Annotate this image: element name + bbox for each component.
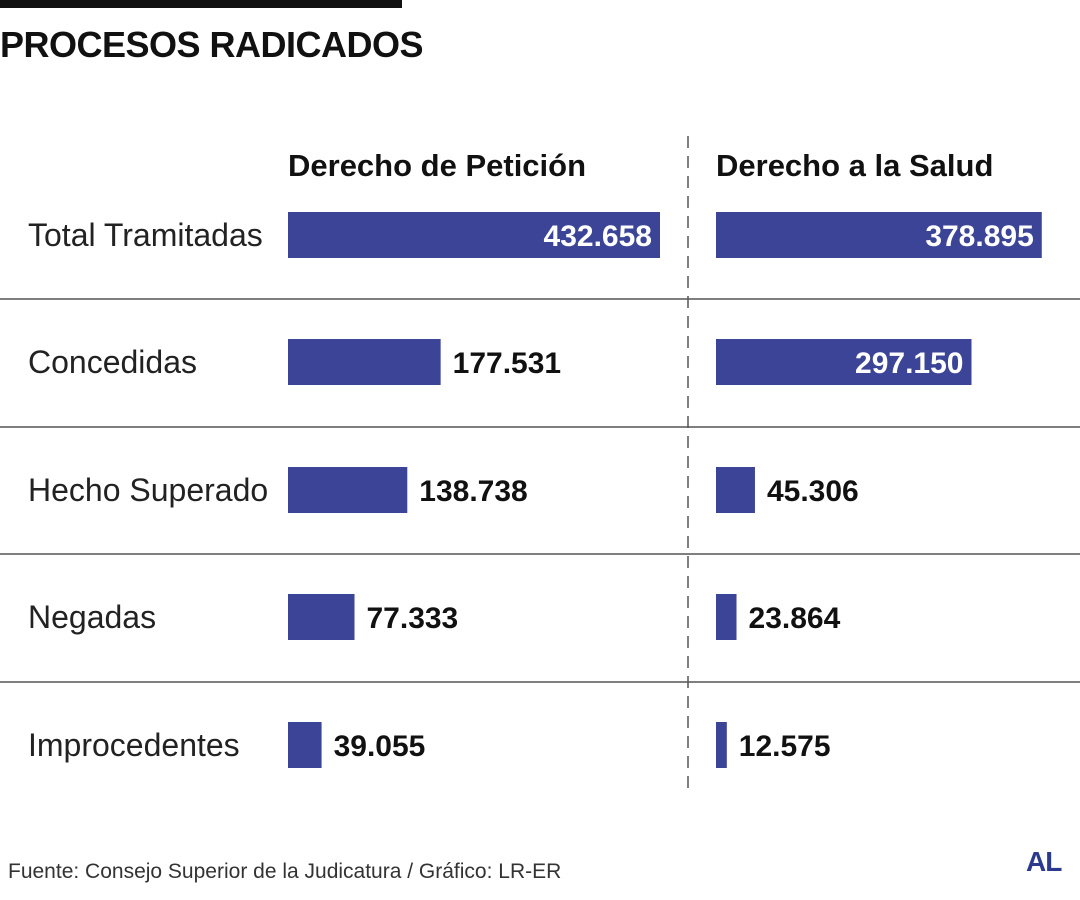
bar [288,212,660,258]
bar-value-label: 77.333 [366,602,458,635]
bar [716,339,972,385]
bar-value-label: 138.738 [419,475,527,508]
chart-title: PROCESOS RADICADOS [0,24,424,65]
bar [288,467,408,513]
source-note: Fuente: Consejo Superior de la Judicatur… [8,860,562,883]
brand-logo: AL [1026,846,1062,877]
title-accent-bar [0,0,402,8]
bar-value-label: 23.864 [749,602,841,635]
category-label: Hecho Superado [28,472,268,508]
category-label: Negadas [28,599,156,635]
bar-value-label: 12.575 [739,730,831,763]
category-label: Concedidas [28,344,197,380]
bar [716,722,727,768]
bar-value-label: 297.150 [855,347,963,380]
bar [288,594,355,640]
bar [288,722,322,768]
bar-value-label: 177.531 [453,347,561,380]
bar [288,339,441,385]
bar-value-label: 378.895 [925,220,1033,253]
bar-value-label: 432.658 [544,220,652,253]
bar [716,467,755,513]
bar [716,212,1042,258]
category-label: Improcedentes [28,727,240,763]
bar-value-label: 39.055 [334,730,426,763]
series-header: Derecho a la Salud [716,148,993,183]
bar [716,594,737,640]
bar-value-label: 45.306 [767,475,859,508]
category-label: Total Tramitadas [28,217,263,253]
series-header: Derecho de Petición [288,148,586,183]
